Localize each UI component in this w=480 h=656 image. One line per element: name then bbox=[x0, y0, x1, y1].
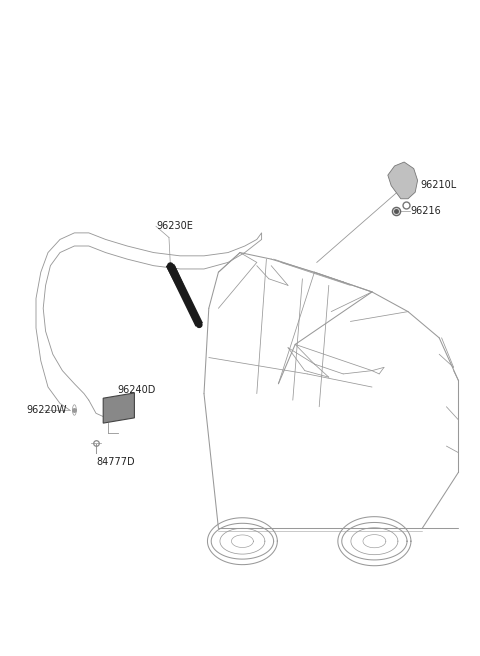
Text: 96210L: 96210L bbox=[420, 180, 456, 190]
Polygon shape bbox=[103, 393, 134, 423]
Text: 96230E: 96230E bbox=[156, 221, 193, 232]
Text: 96240D: 96240D bbox=[118, 385, 156, 396]
Text: 84777D: 84777D bbox=[96, 457, 134, 468]
Text: 96216: 96216 bbox=[410, 206, 441, 216]
Text: 96220W: 96220W bbox=[26, 405, 67, 415]
Polygon shape bbox=[388, 162, 418, 199]
